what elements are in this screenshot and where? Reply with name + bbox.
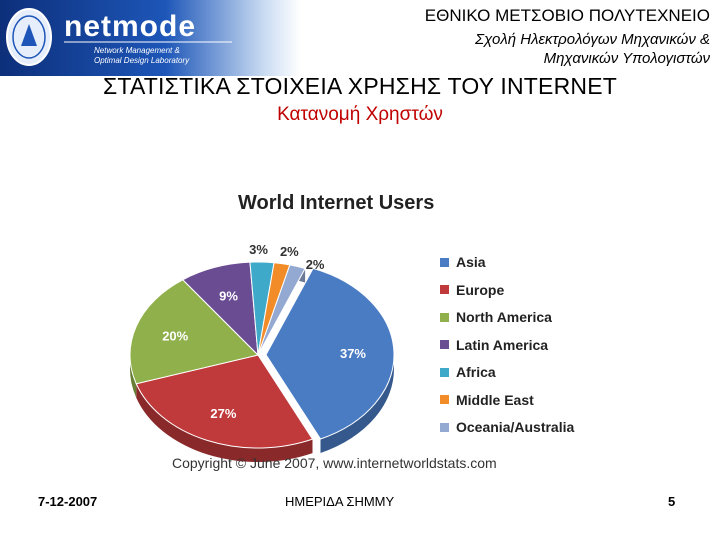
university-seal-icon <box>6 8 52 66</box>
slide-subtitle: Κατανομή Χρηστών <box>277 104 443 125</box>
institution-header: ΕΘΝΙΚΟ ΜΕΤΣΟΒΙΟ ΠΟΛΥΤΕΧΝΕΙΟ Σχολή Ηλεκτρ… <box>310 6 710 68</box>
logo-text: netmode <box>64 10 196 43</box>
legend-swatch <box>440 395 449 404</box>
chart-copyright: Copyright © June 2007, www.internetworld… <box>172 455 497 471</box>
pie-data-label-europe: 27% <box>210 406 236 421</box>
legend-swatch <box>440 285 449 294</box>
pie-data-label-north-america: 20% <box>162 328 188 343</box>
legend-swatch <box>440 312 449 322</box>
legend-item-north-america: North America <box>440 307 552 327</box>
pie-data-label-africa: 3% <box>249 242 268 257</box>
legend-swatch <box>440 367 449 377</box>
netmode-logo: netmode Network Management & Optimal Des… <box>64 10 232 65</box>
pie-data-label-latin-america: 9% <box>219 288 238 303</box>
header-banner: netmode Network Management & Optimal Des… <box>0 0 300 76</box>
pie-data-label-oceania-australia: 2% <box>306 257 325 272</box>
chart-title: World Internet Users <box>238 192 435 214</box>
legend-label: North America <box>456 309 552 325</box>
legend-label: Africa <box>456 364 496 380</box>
legend-label: Latin America <box>456 336 549 353</box>
legend-swatch <box>440 257 449 267</box>
pie-slice-europe <box>135 354 314 449</box>
slide-title: ΣΤΑΤΙΣΤΙΚΑ ΣΤΟΙΧΕΙΑ ΧΡΗΣΗΣ ΤΟΥ INTERNET <box>103 73 617 99</box>
legend-label: Europe <box>456 281 505 298</box>
pie-slice-oceania-australia <box>257 264 306 356</box>
legend-label: Oceania/Australia <box>456 419 575 435</box>
legend-item-asia: Asia <box>440 252 486 272</box>
legend-label: Middle East <box>456 391 534 408</box>
legend-label: Asia <box>456 254 486 270</box>
logo-subtitle-2: Optimal Design Laboratory <box>94 56 190 65</box>
school-name-line-2: Μηχανικών Υπολογιστών <box>543 50 710 67</box>
pie-slice-north-america <box>130 279 259 385</box>
legend-swatch <box>440 340 449 349</box>
legend-item-europe: Europe <box>440 280 504 300</box>
pie-slice-depth-europe <box>136 383 313 462</box>
legend-swatch <box>440 422 449 432</box>
footer-date: 7-12-2007 <box>38 494 98 509</box>
footer-event: ΗΜΕΡΙΔΑ ΣΗΜΜΥ <box>285 494 395 509</box>
logo-subtitle-1: Network Management & <box>94 46 180 55</box>
legend-item-oceania-australia: Oceania/Australia <box>440 417 574 437</box>
school-name-line-1: Σχολή Ηλεκτρολόγων Μηχανικών & <box>475 31 710 48</box>
pie-slice-asia <box>265 267 395 440</box>
legend-item-latin-america: Latin America <box>440 335 548 355</box>
legend-item-middle-east: Middle East <box>440 390 534 410</box>
pie-chart-svg: 37% 27% 20% 9% 3% 2% 2% <box>130 242 395 462</box>
pie-chart: 37% 27% 20% 9% 3% 2% 2% World Internet Users A… <box>130 172 590 482</box>
pie-data-label-middle-east: 2% <box>280 244 299 259</box>
pie-data-label-asia: 37% <box>340 346 366 361</box>
legend-item-africa: Africa <box>440 362 496 382</box>
school-name: Σχολή Ηλεκτρολόγων Μηχανικών & Μηχανικών… <box>310 30 710 68</box>
page-number: 5 <box>668 494 676 509</box>
institution-name: ΕΘΝΙΚΟ ΜΕΤΣΟΒΙΟ ΠΟΛΥΤΕΧΝΕΙΟ <box>424 6 710 25</box>
